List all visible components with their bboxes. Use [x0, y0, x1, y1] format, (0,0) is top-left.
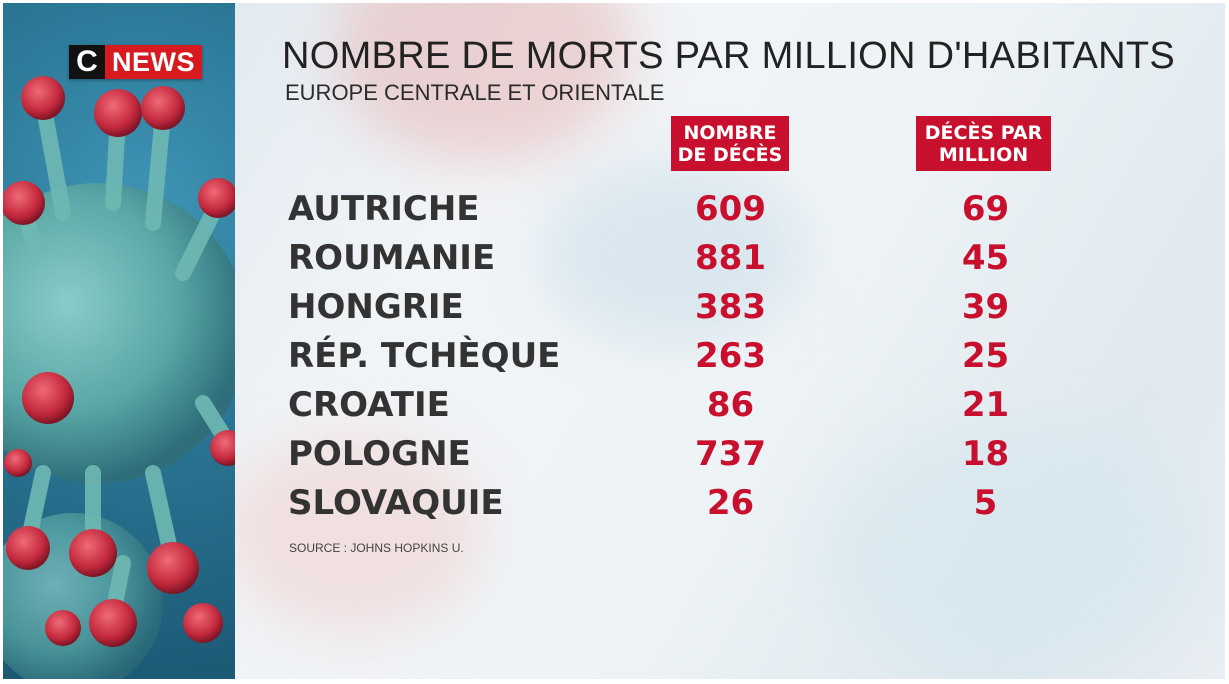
country-name: RÉP. TCHÈQUE [288, 336, 561, 376]
background-blur [223, 433, 483, 633]
per-million-value: 45 [961, 238, 1010, 278]
per-million-value: 69 [961, 189, 1010, 229]
country-name: HONGRIE [288, 287, 464, 327]
deaths-value: 263 [695, 336, 766, 376]
deaths-value: 86 [706, 385, 755, 425]
per-million-value: 21 [961, 385, 1010, 425]
per-million-value: 18 [961, 434, 1010, 474]
table-row: ROUMANIE 881 45 [3, 238, 1103, 284]
column-header-deaths: NOMBRE DE DÉCÈS [671, 116, 789, 171]
graphic-title: NOMBRE DE MORTS PAR MILLION D'HABITANTS [282, 35, 1176, 77]
table-row: CROATIE 86 21 [3, 385, 1103, 431]
source-note: SOURCE : JOHNS HOPKINS U. [289, 541, 464, 555]
broadcast-graphic: C NEWS NOMBRE DE MORTS PAR MILLION D'HAB… [3, 3, 1225, 679]
deaths-value: 383 [695, 287, 766, 327]
background-blur [543, 163, 803, 343]
country-name: SLOVAQUIE [288, 483, 504, 523]
deaths-value: 609 [695, 189, 766, 229]
column-header-per-million: DÉCÈS PAR MILLION [916, 116, 1051, 171]
country-name: CROATIE [288, 385, 450, 425]
cnews-logo-news: NEWS [105, 45, 202, 79]
table-row: AUTRICHE 609 69 [3, 189, 1103, 235]
background-blur [823, 423, 1203, 679]
virus-image-panel: C NEWS [3, 3, 235, 679]
deaths-value: 26 [706, 483, 755, 523]
cnews-logo-c: C [69, 45, 105, 79]
virus-illustration [3, 76, 235, 679]
country-name: AUTRICHE [288, 189, 480, 229]
table-row: HONGRIE 383 39 [3, 287, 1103, 333]
deaths-value: 881 [695, 238, 766, 278]
table-row: RÉP. TCHÈQUE 263 25 [3, 336, 1103, 382]
country-name: ROUMANIE [288, 238, 496, 278]
graphic-subtitle: EUROPE CENTRALE ET ORIENTALE [285, 80, 665, 105]
cnews-logo: C NEWS [69, 45, 202, 79]
deaths-value: 737 [695, 434, 766, 474]
table-row: POLOGNE 737 18 [3, 434, 1103, 480]
per-million-value: 39 [961, 287, 1010, 327]
table-row: SLOVAQUIE 26 5 [3, 483, 1103, 529]
per-million-value: 5 [973, 483, 998, 523]
country-name: POLOGNE [288, 434, 471, 474]
per-million-value: 25 [961, 336, 1010, 376]
